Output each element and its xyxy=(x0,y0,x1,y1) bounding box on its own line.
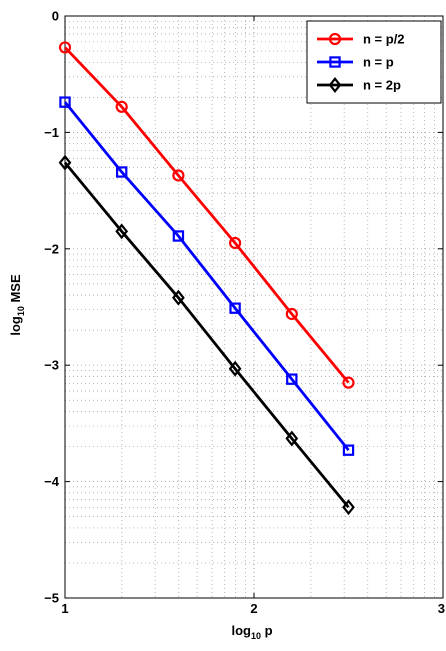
data-point xyxy=(342,444,355,456)
x-tick-label: 2 xyxy=(250,601,257,616)
data-point xyxy=(115,100,128,113)
y-axis-label: log10 MSE xyxy=(8,274,26,336)
x-tick-label: 3 xyxy=(438,601,445,616)
series-2 xyxy=(59,96,355,456)
y-tick-label: −3 xyxy=(44,358,59,373)
legend: n = p/2 n = p n = 2p xyxy=(306,20,442,104)
data-point xyxy=(172,289,185,306)
data-point xyxy=(172,169,185,182)
y-tick-label: 0 xyxy=(52,9,59,24)
x-tick-label: 1 xyxy=(61,601,68,616)
data-point xyxy=(228,360,242,377)
data-point xyxy=(229,302,241,314)
data-point xyxy=(342,499,355,516)
series-line xyxy=(63,46,350,384)
axis-labels: log10 p log10 MSE xyxy=(8,274,273,641)
axis-ticks: 1 2 3 0 −1 −2 −3 −4 −5 xyxy=(44,9,445,617)
data-point xyxy=(115,166,128,178)
data-point xyxy=(115,223,129,240)
data-point xyxy=(286,373,298,385)
data-point xyxy=(59,96,71,108)
y-tick-label: −4 xyxy=(44,474,60,489)
legend-marker xyxy=(328,77,342,93)
series-3 xyxy=(58,154,355,516)
x-axis-label: log10 p xyxy=(231,623,272,641)
series-line xyxy=(63,161,350,509)
legend-label: n = 2p xyxy=(363,78,401,93)
series-1 xyxy=(58,41,355,389)
data-point xyxy=(285,307,298,321)
y-tick-label: −5 xyxy=(44,591,59,606)
series-line xyxy=(63,101,350,452)
data-point xyxy=(285,430,299,447)
y-tick-label: −1 xyxy=(44,125,59,140)
legend-marker xyxy=(328,32,342,46)
data-point xyxy=(342,376,355,389)
data-point xyxy=(58,41,72,54)
series xyxy=(58,41,355,516)
y-tick-label: −2 xyxy=(44,241,59,256)
legend-label: n = p xyxy=(363,55,394,70)
grid xyxy=(65,16,443,598)
legend-label: n = p/2 xyxy=(363,32,405,47)
data-point xyxy=(172,230,185,242)
legend-marker xyxy=(329,56,341,68)
data-point xyxy=(229,236,242,250)
data-point xyxy=(58,154,72,171)
